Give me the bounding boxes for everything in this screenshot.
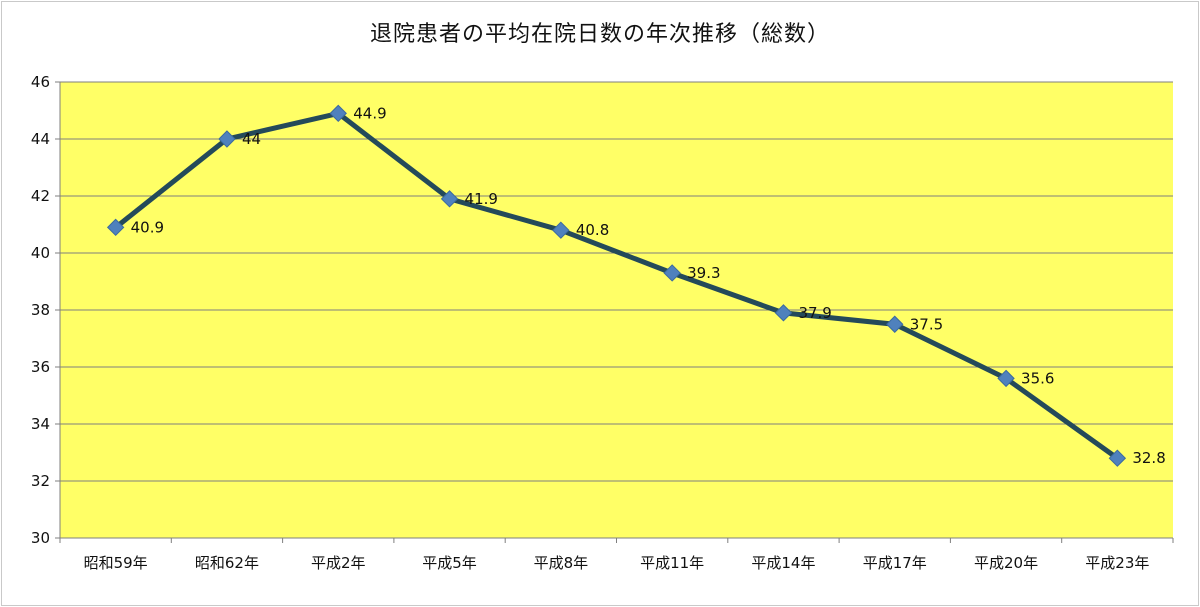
data-point	[106, 218, 125, 237]
data-point	[218, 130, 236, 148]
y-axis-ticks: 30 32 34 36 38 40 42 44 46	[31, 73, 60, 547]
data-point	[663, 264, 681, 282]
data-point	[1108, 449, 1127, 467]
y-tick-label: 46	[31, 73, 50, 91]
data-label: 35.6	[1021, 369, 1054, 387]
x-tick-label: 平成2年	[311, 554, 366, 572]
data-label: 40.8	[576, 221, 609, 239]
data-label: 40.9	[131, 218, 164, 236]
data-label: 44	[242, 130, 261, 148]
data-label: 37.9	[798, 304, 831, 322]
series-line	[114, 110, 1119, 461]
data-point	[774, 304, 793, 322]
data-label: 39.3	[687, 264, 720, 282]
data-label: 41.9	[465, 190, 498, 208]
y-tick-label: 44	[31, 130, 50, 148]
y-tick-label: 38	[31, 301, 50, 319]
series-markers	[106, 104, 1127, 467]
data-label: 37.5	[910, 315, 943, 333]
x-tick-label: 平成17年	[863, 554, 927, 572]
x-tick-label: 昭和62年	[195, 554, 259, 572]
x-tick-label: 平成11年	[640, 554, 704, 572]
y-tick-label: 32	[31, 472, 50, 490]
x-tick-label: 平成20年	[974, 554, 1038, 572]
x-tick-label: 平成14年	[751, 554, 815, 572]
data-point	[552, 221, 570, 239]
x-axis-ticks: 昭和59年 昭和62年 平成2年 平成5年 平成8年 平成11年 平成14年 平成17年 平成2…	[59, 538, 1174, 572]
data-point	[886, 315, 904, 333]
x-tick-label: 平成23年	[1085, 554, 1149, 572]
data-label: 32.8	[1132, 449, 1165, 467]
chart-title: 退院患者の平均在院日数の年次推移（総数）	[369, 22, 830, 47]
y-tick-label: 40	[31, 244, 50, 262]
data-label: 44.9	[353, 104, 386, 122]
data-point	[440, 190, 459, 208]
data-point	[329, 104, 347, 123]
x-tick-label: 平成5年	[422, 554, 477, 572]
y-tick-label: 42	[31, 187, 50, 205]
data-labels: 40.9 44 44.9 41.9 40.8 39.3 37.9 37.5 35.6 32.8	[131, 104, 1166, 467]
y-tick-label: 30	[31, 529, 50, 547]
y-tick-label: 34	[31, 415, 50, 433]
x-tick-label: 平成8年	[534, 554, 589, 572]
y-tick-label: 36	[31, 358, 50, 376]
x-tick-label: 昭和59年	[84, 554, 148, 572]
data-point	[997, 369, 1015, 388]
